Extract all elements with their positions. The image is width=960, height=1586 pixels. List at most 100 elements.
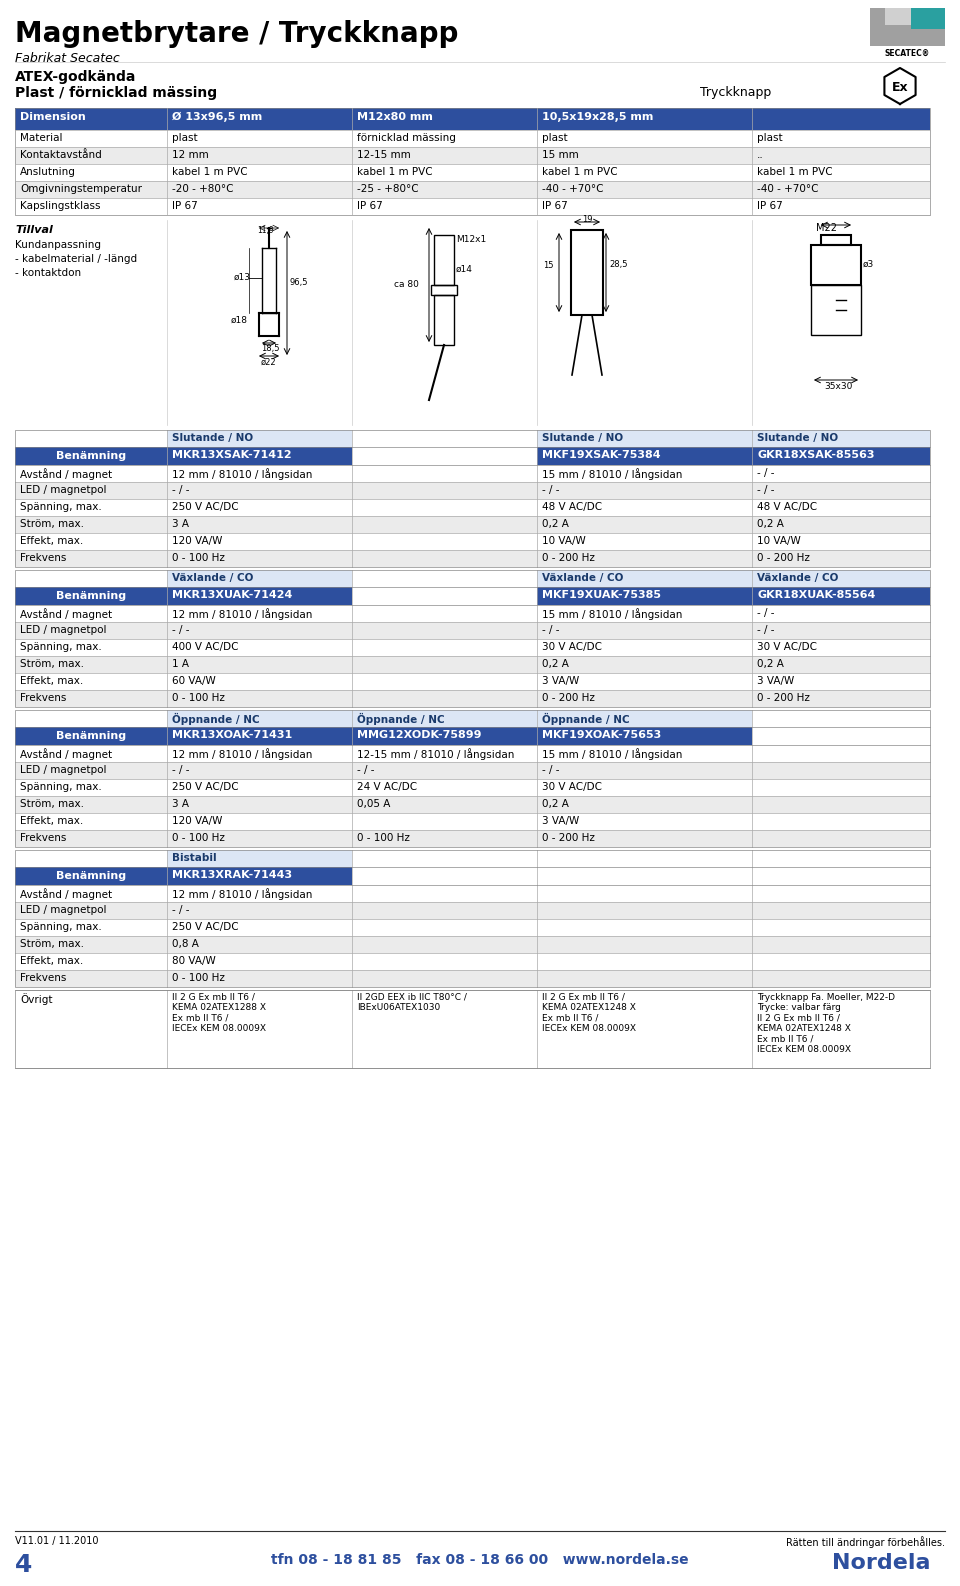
Bar [167,936,352,953]
Text: ø22: ø22 [261,358,276,366]
Text: 0 - 200 Hz: 0 - 200 Hz [757,554,810,563]
Text: - / -: - / - [172,485,189,495]
Bar [352,711,537,726]
Bar [167,829,352,847]
Text: ..: .. [757,151,764,160]
Bar [352,672,537,690]
Bar [15,639,167,657]
Bar [15,533,167,550]
Text: Slutande / NO: Slutande / NO [172,433,253,442]
Text: - / -: - / - [757,607,775,619]
Text: Nordela: Nordela [831,1553,930,1573]
Bar [434,295,454,346]
Text: II 2 G Ex mb II T6 /
KEMA 02ATEX1288 X
Ex mb II T6 /
IECEx KEM 08.0009X: II 2 G Ex mb II T6 / KEMA 02ATEX1288 X E… [172,993,266,1032]
Bar [352,918,537,936]
Bar [537,726,752,745]
Bar [352,829,537,847]
Bar [537,779,752,796]
Bar [167,639,352,657]
Bar [752,971,930,986]
Text: 3 A: 3 A [172,799,189,809]
Bar [15,163,167,181]
Text: Fabrikat Secatec: Fabrikat Secatec [15,52,120,65]
Text: 12-15 mm: 12-15 mm [357,151,411,160]
Bar [537,515,752,533]
Bar [811,285,861,335]
Text: 15 mm / 81010 / långsidan: 15 mm / 81010 / långsidan [542,468,683,481]
Bar [752,500,930,515]
Text: - kontaktdon: - kontaktdon [15,268,82,278]
Bar [167,163,352,181]
Text: -40 - +70°C: -40 - +70°C [757,184,819,193]
Bar [167,672,352,690]
Bar [352,902,537,918]
Text: Kundanpassning: Kundanpassning [15,239,101,251]
Text: Dimension: Dimension [20,113,85,122]
Bar [537,447,752,465]
Text: Öppnande / NC: Öppnande / NC [357,714,444,725]
Text: ø14: ø14 [456,265,473,274]
Bar [752,814,930,829]
Text: kabel 1 m PVC: kabel 1 m PVC [542,167,617,178]
Bar [352,971,537,986]
Text: 0 - 200 Hz: 0 - 200 Hz [542,833,595,844]
Bar [821,235,851,244]
Text: Rätten till ändringar förbehålles.: Rätten till ändringar förbehålles. [786,1535,945,1548]
Text: Ström, max.: Ström, max. [20,939,84,948]
Bar [752,130,930,147]
Bar [15,779,167,796]
Text: Magnetbrytare / Tryckknapp: Magnetbrytare / Tryckknapp [15,21,458,48]
Bar [352,147,537,163]
Text: Frekvens: Frekvens [20,833,66,844]
Text: Avstånd / magnet: Avstånd / magnet [20,749,112,760]
Text: Avstånd / magnet: Avstånd / magnet [20,468,112,481]
Text: - / -: - / - [757,485,775,495]
Text: 28,5: 28,5 [609,260,628,270]
Bar [537,902,752,918]
Text: 12 mm / 81010 / långsidan: 12 mm / 81010 / långsidan [172,888,312,899]
Text: - / -: - / - [757,468,775,477]
Bar [352,745,537,761]
Text: 4: 4 [15,1553,33,1576]
Bar [15,447,167,465]
Text: 0,2 A: 0,2 A [542,660,569,669]
Bar [352,130,537,147]
Text: 0,8 A: 0,8 A [172,939,199,948]
Text: - / -: - / - [172,625,189,634]
Bar [752,796,930,814]
Text: 0 - 200 Hz: 0 - 200 Hz [757,693,810,703]
Bar [167,850,352,868]
Bar [167,482,352,500]
Bar [15,482,167,500]
Bar [752,936,930,953]
Text: -25 - +80°C: -25 - +80°C [357,184,419,193]
Text: Växlande / CO: Växlande / CO [542,573,623,584]
Bar [167,181,352,198]
Bar [537,587,752,604]
Bar [167,533,352,550]
Text: 3 A: 3 A [172,519,189,530]
Text: - kabelmaterial / -längd: - kabelmaterial / -längd [15,254,137,263]
Bar [537,163,752,181]
Bar [752,902,930,918]
Bar [431,285,457,295]
Text: 3 VA/W: 3 VA/W [542,817,579,826]
Bar [15,953,167,971]
Bar [15,657,167,672]
Bar [752,447,930,465]
Text: 12 mm / 81010 / långsidan: 12 mm / 81010 / långsidan [172,468,312,481]
Bar [537,814,752,829]
Bar [537,147,752,163]
Bar [15,726,167,745]
Text: - / -: - / - [357,764,374,776]
Bar [167,971,352,986]
Text: - / -: - / - [757,625,775,634]
Text: 80 VA/W: 80 VA/W [172,956,216,966]
Bar [167,515,352,533]
Bar [352,726,537,745]
Text: IP 67: IP 67 [172,201,198,211]
Bar [15,198,167,216]
Text: 0,2 A: 0,2 A [757,660,784,669]
Bar [167,108,352,130]
Text: Slutande / NO: Slutande / NO [542,433,623,442]
